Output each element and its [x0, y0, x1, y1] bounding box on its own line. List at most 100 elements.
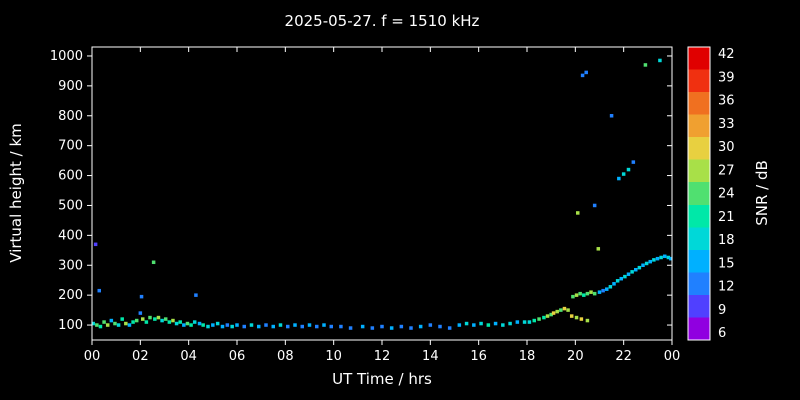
data-point: [515, 320, 520, 324]
x-tick-label: 06: [229, 349, 246, 364]
data-point: [644, 261, 649, 266]
data-points: [91, 58, 673, 330]
data-point: [286, 324, 290, 329]
data-point: [619, 276, 623, 281]
data-point: [206, 324, 210, 329]
data-point: [508, 321, 512, 326]
data-point: [93, 242, 98, 247]
y-tick-label: 200: [58, 288, 83, 303]
data-point: [601, 288, 605, 293]
data-point: [579, 317, 584, 321]
x-tick-label: 08: [277, 349, 294, 364]
colorbar-tick-label: 6: [718, 326, 726, 341]
data-point: [300, 324, 304, 329]
data-point: [605, 287, 609, 291]
data-point: [584, 70, 588, 75]
x-tick-label: 22: [615, 349, 632, 364]
data-point: [634, 267, 638, 272]
data-point: [249, 323, 254, 327]
data-point: [472, 323, 476, 327]
colorbar-tick-label: 18: [718, 233, 735, 248]
data-point: [370, 326, 375, 330]
data-point: [120, 317, 124, 321]
y-tick-label: 1000: [50, 49, 83, 64]
data-point: [612, 282, 616, 286]
x-tick-label: 02: [132, 349, 149, 364]
data-point: [655, 256, 660, 261]
data-point: [457, 323, 462, 327]
x-tick-label: 04: [180, 349, 197, 364]
colorbar-tick-label: 33: [718, 117, 735, 132]
data-point: [257, 324, 261, 329]
data-point: [399, 324, 404, 329]
data-point: [178, 320, 182, 324]
data-point: [380, 324, 384, 329]
x-tick-label: 10: [325, 349, 342, 364]
colorbar-label: SNR / dB: [753, 160, 771, 226]
colorbar-tick-label: 36: [718, 94, 735, 109]
data-point: [278, 323, 283, 327]
data-point: [527, 320, 532, 324]
colorbar-tick-label: 27: [718, 163, 735, 178]
data-point: [545, 314, 550, 318]
data-point: [271, 324, 275, 329]
colorbar-tick-label: 15: [718, 256, 735, 271]
data-point: [580, 73, 585, 78]
data-point: [339, 324, 343, 329]
data-point: [479, 321, 483, 326]
x-tick-label: 00: [84, 349, 101, 364]
data-point: [648, 259, 652, 264]
data-point: [131, 320, 135, 324]
data-point: [617, 176, 621, 181]
data-point: [192, 320, 197, 324]
data-point: [438, 324, 442, 329]
data-point: [174, 321, 179, 326]
data-point: [615, 279, 620, 283]
data-point: [160, 318, 164, 323]
data-point: [486, 323, 491, 327]
data-point: [113, 321, 117, 326]
data-point: [589, 290, 593, 294]
data-point: [189, 323, 193, 327]
data-point: [562, 306, 567, 311]
data-point: [124, 321, 128, 326]
data-point: [566, 308, 570, 312]
y-tick-label: 900: [58, 79, 83, 94]
data-point: [493, 321, 498, 326]
data-point: [322, 323, 326, 327]
data-point: [576, 211, 580, 215]
data-point: [315, 324, 319, 329]
data-point: [658, 58, 662, 63]
data-point: [139, 294, 144, 299]
data-point: [215, 321, 220, 326]
data-point: [637, 265, 642, 270]
data-point: [220, 324, 225, 329]
data-point: [555, 309, 559, 314]
data-point: [626, 272, 631, 276]
data-point: [127, 323, 132, 327]
y-tick-label: 600: [58, 169, 83, 184]
data-point: [626, 167, 631, 172]
data-point: [348, 326, 353, 330]
data-point: [197, 321, 202, 326]
data-point: [134, 318, 139, 323]
data-point: [574, 315, 579, 320]
data-point: [549, 312, 553, 317]
data-point: [201, 323, 205, 327]
data-point: [156, 315, 161, 320]
data-point: [569, 314, 574, 318]
colorbar-tick-label: 9: [718, 303, 726, 318]
data-point: [211, 323, 215, 327]
data-point: [641, 263, 645, 268]
data-point: [97, 288, 101, 293]
data-point: [592, 203, 597, 208]
x-tick-label: 20: [567, 349, 584, 364]
data-point: [95, 323, 99, 327]
data-point: [597, 290, 602, 294]
data-point: [608, 285, 613, 289]
data-point: [551, 311, 556, 315]
data-point: [663, 254, 667, 259]
data-point: [264, 323, 268, 327]
data-point: [621, 172, 626, 176]
